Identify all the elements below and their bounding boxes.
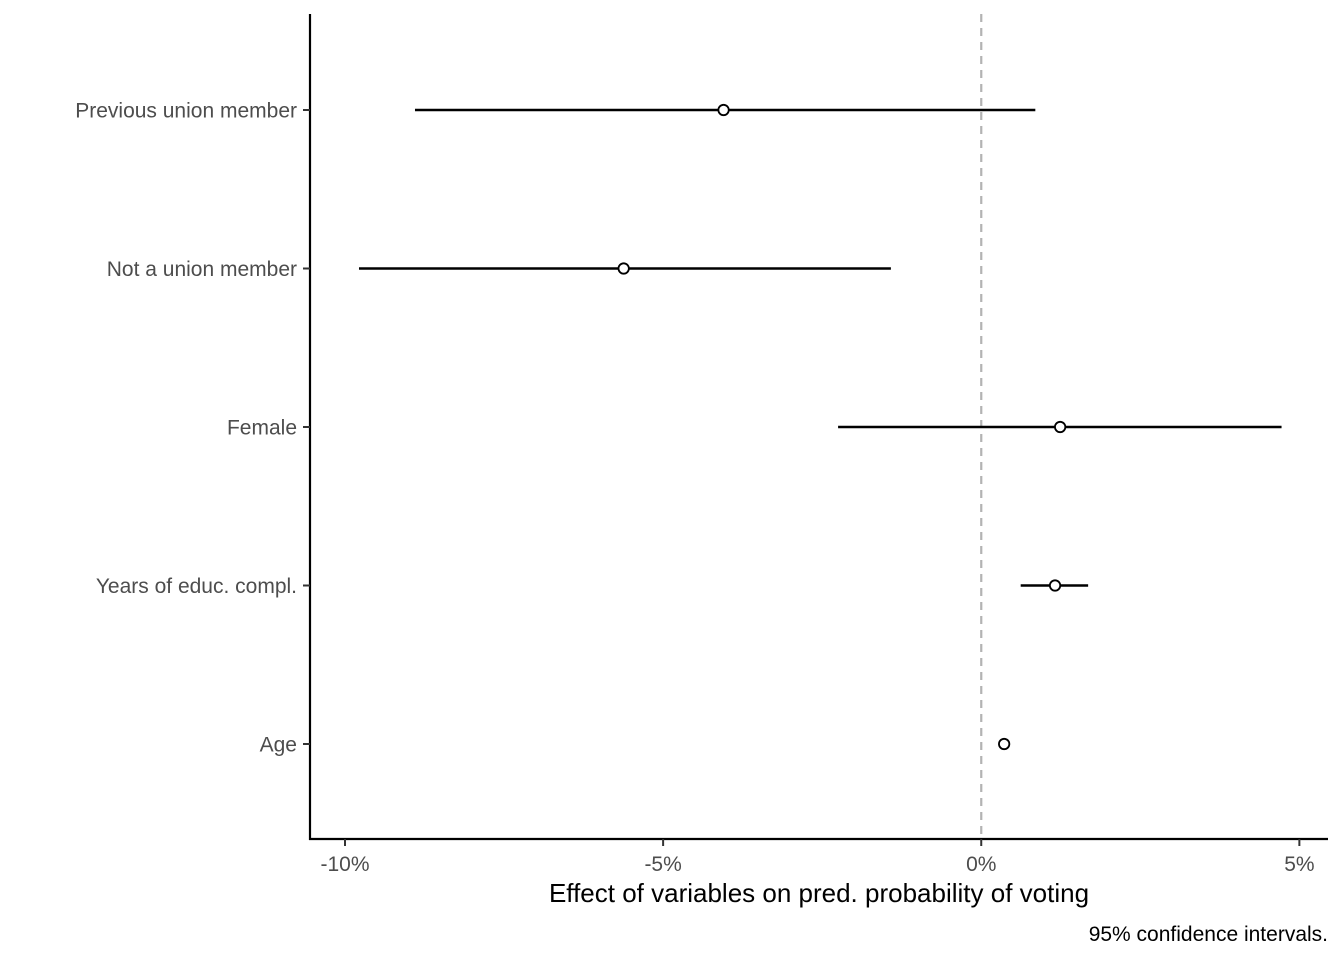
point-estimate [617,262,630,275]
x-axis-title: Effect of variables on pred. probability… [549,878,1089,908]
point-estimate [1048,579,1062,592]
y-tick-label: Age [260,734,297,757]
x-tick-label: -10% [320,853,369,876]
point-estimate [1054,420,1067,434]
y-tick-label: Previous union member [75,100,297,123]
x-tick-label: -5% [644,853,681,876]
y-tick-label: Years of educ. compl. [96,575,297,598]
marks-layer [358,103,1282,751]
chart-caption: 95% confidence intervals. [1089,923,1328,946]
x-tick-label: 0% [966,853,996,876]
x-ticks-layer: -10% -5% 0% 5% [320,839,1315,876]
y-tick-label: Not a union member [107,258,297,281]
y-tick-label: Female [227,417,297,440]
point-estimate [998,737,1011,751]
x-tick-label: 5% [1284,853,1314,876]
y-ticks-layer: Previous union member Not a union member F… [75,100,310,757]
point-estimate [717,103,730,117]
